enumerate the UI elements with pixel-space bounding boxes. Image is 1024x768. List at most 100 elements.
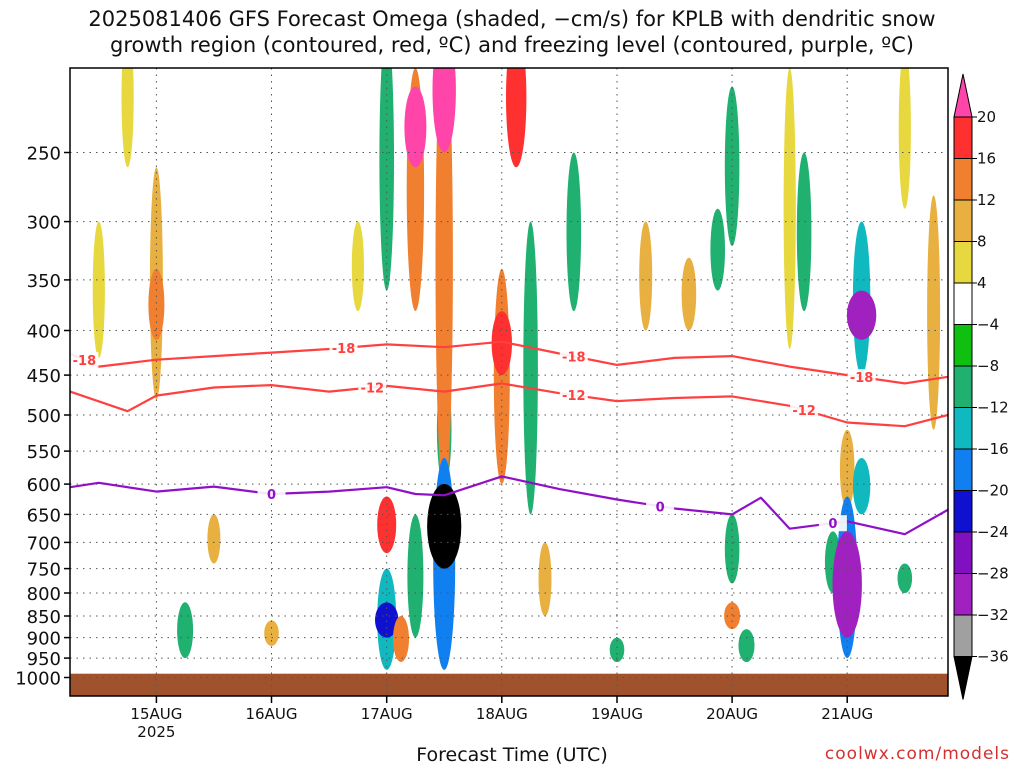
x-tick-label-0: 15AUG [130, 705, 182, 723]
omega-region-35 [738, 629, 755, 663]
omega-region-17 [407, 514, 424, 638]
contour-label-bg-0-3 [847, 369, 876, 386]
omega-region-2 [92, 221, 105, 358]
colorbar-label-6: −8 [977, 357, 999, 375]
contour-label-bg-2-2 [818, 515, 847, 532]
contour-label-0-3: -18 [850, 371, 874, 386]
ground-fill [70, 673, 948, 696]
omega-region-36 [783, 68, 796, 349]
omega-region-8 [351, 221, 364, 312]
y-tick-label-550: 550 [27, 442, 61, 463]
omega-region-3 [121, 68, 134, 168]
omega-region-6 [207, 514, 221, 564]
omega-region-46 [927, 195, 941, 430]
omega-region-33 [724, 514, 740, 584]
y-tick-label-650: 650 [27, 505, 61, 526]
plot-frame [69, 67, 949, 697]
contour-label-bg-2-1 [646, 498, 675, 515]
omega-shading [92, 68, 941, 670]
x-tick-label-5: 20AUG [706, 705, 758, 723]
title-line-1: 2025081406 GFS Forecast Omega (shaded, −… [88, 7, 936, 31]
contour-label-bg-2-0 [257, 486, 286, 502]
omega-region-37 [796, 152, 812, 312]
chart-title: 2025081406 GFS Forecast Omega (shaded, −… [0, 6, 1024, 58]
colorbar-swatch-8 [953, 407, 973, 450]
contour-label-2-0: 0 [267, 488, 276, 503]
contour-label-bg-0-2 [559, 348, 588, 365]
contour-label-1-2: -12 [792, 404, 816, 419]
y-tick-label-600: 600 [27, 475, 61, 496]
colorbar-swatch-10 [953, 490, 973, 533]
contour-labels: -18 -18 -18 -18 -12 -12 -12 0 0 0 [70, 339, 876, 532]
omega-region-31 [710, 208, 725, 291]
y-tick-label-400: 400 [27, 322, 61, 343]
y-axis: 2503003504004505005506006507007508008509… [15, 144, 70, 690]
colorbar-label-13: −36 [977, 648, 1009, 666]
contour-label-2-2: 0 [828, 517, 837, 532]
y-tick-label-300: 300 [27, 213, 61, 234]
omega-region-27 [538, 542, 552, 616]
x-tick-label-1: 16AUG [246, 705, 298, 723]
omega-region-24 [506, 68, 527, 168]
contour-label-bg-1-0 [358, 379, 387, 396]
omega-region-26 [566, 152, 582, 312]
colorbar-label-11: −28 [977, 565, 1009, 583]
omega-region-42 [852, 458, 871, 515]
credit-link[interactable]: coolwx.com/models [824, 744, 1010, 764]
omega-region-12 [393, 616, 409, 662]
omega-region-9 [377, 496, 397, 554]
colorbar-swatch-11 [953, 531, 973, 574]
omega-region-28 [609, 637, 625, 662]
x-tick-label-3: 18AUG [476, 705, 528, 723]
y-tick-label-700: 700 [27, 533, 61, 554]
contour-label-2-1: 0 [656, 500, 665, 515]
y-tick-label-950: 950 [27, 649, 61, 670]
omega-region-30 [681, 257, 697, 331]
omega-region-29 [639, 221, 653, 331]
omega-region-45 [898, 68, 911, 209]
contour-label-0-0: -18 [73, 354, 97, 369]
y-tick-label-750: 750 [27, 560, 61, 581]
y-tick-label-250: 250 [27, 144, 61, 165]
colorbar-label-1: 16 [977, 150, 996, 168]
x-axis: 15AUG 16AUG 17AUG 18AUG 19AUG 20AUG 21AUG 2025 [130, 696, 873, 741]
colorbar-swatch-12 [953, 573, 973, 616]
colorbar-label-3: 8 [977, 233, 987, 251]
colorbar-label-5: −4 [977, 316, 999, 334]
colorbar-swatch-3 [953, 199, 973, 242]
colorbar-swatch-1 [953, 116, 973, 159]
x-axis-title: Forecast Time (UTC) [416, 744, 608, 766]
contour-label-bg-1-2 [790, 402, 819, 419]
y-tick-label-450: 450 [27, 366, 61, 387]
omega-region-11 [375, 602, 399, 638]
contour-label-1-1: -12 [562, 389, 586, 404]
y-tick-label-500: 500 [27, 406, 61, 427]
omega-region-21 [432, 68, 456, 153]
omega-region-15 [404, 86, 427, 168]
omega-region-4 [177, 602, 194, 659]
colorbar-label-2: 12 [977, 191, 996, 209]
colorbar-label-8: −16 [977, 440, 1009, 458]
colorbar-swatch-5 [953, 282, 973, 325]
omega-region-32 [724, 602, 741, 630]
colorbar-bottom-arrow [953, 656, 973, 700]
x-tick-label-4: 19AUG [591, 705, 643, 723]
omega-region-1 [148, 268, 165, 340]
omega-region-41 [832, 531, 862, 638]
contour-2 [70, 475, 948, 536]
omega-region-20 [427, 484, 462, 569]
contour-label-bg-0-0 [70, 352, 99, 369]
x-tick-label-6: 21AUG [821, 705, 873, 723]
omega-region-39 [839, 429, 855, 509]
y-tick-label-900: 900 [27, 629, 61, 650]
y-tick-label-1000: 1000 [15, 669, 61, 690]
omega-region-18 [435, 68, 453, 497]
plot-grid [70, 68, 948, 696]
colorbar-label-0: 20 [977, 108, 996, 126]
colorbar-swatch-7 [953, 365, 973, 408]
contour-label-0-1: -18 [332, 342, 356, 357]
colorbar-swatch-9 [953, 448, 973, 491]
omega-region-47 [897, 563, 913, 594]
contour-label-0-2: -18 [562, 350, 586, 365]
